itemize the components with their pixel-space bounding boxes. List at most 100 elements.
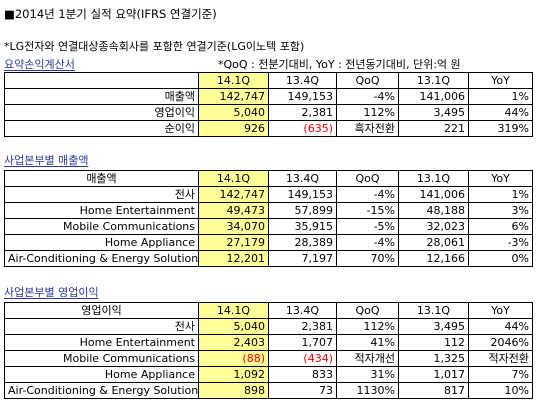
header-cell: 13.4Q <box>268 302 337 319</box>
table-cell: 2,381 <box>268 318 337 335</box>
table-cell: 7% <box>468 366 533 383</box>
table-cell: 흑자전환 <box>336 120 399 137</box>
operating-profit-section-title: 사업본부별 영업이익 <box>4 284 99 300</box>
table-header-row: 매출액 14.1Q 13.4Q QoQ 13.1Q YoY <box>4 170 533 187</box>
table-header-row: 14.1Q 13.4Q QoQ 13.1Q YoY <box>4 72 533 89</box>
table-row: 전사 142,747 149,153 -4% 141,006 1% <box>4 186 533 203</box>
summary-table: 14.1Q 13.4Q QoQ 13.1Q YoY 매출액 142,747 14… <box>4 72 533 137</box>
table-cell: 28,061 <box>398 234 469 251</box>
table-cell: 57,899 <box>268 202 337 219</box>
table-row: Air-Conditioning & Energy Solution 898 7… <box>4 382 533 399</box>
table-row: 영업이익 5,040 2,381 112% 3,495 44% <box>4 104 533 121</box>
table-cell: 1,092 <box>198 366 269 383</box>
operating-profit-section-title-text: 사업본부별 영업이익 <box>4 286 99 299</box>
sales-section-title: 사업본부별 매출액 <box>4 152 88 168</box>
row-label: Home Appliance <box>4 366 199 383</box>
table-cell: -4% <box>336 88 399 105</box>
row-label: 전사 <box>4 318 199 335</box>
table-row: Home Entertainment 49,473 57,899 -15% 48… <box>4 202 533 219</box>
table-cell: 35,915 <box>268 218 337 235</box>
table-cell: -5% <box>336 218 399 235</box>
table-cell: 1,325 <box>398 350 469 367</box>
table-cell: 1% <box>468 88 533 105</box>
table-row: 순이익 926 (635) 흑자전환 221 319% <box>4 120 533 137</box>
row-label: Home Entertainment <box>4 202 199 219</box>
table-cell: 142,747 <box>198 88 269 105</box>
header-cell: YoY <box>468 302 533 319</box>
header-cell: 13.4Q <box>268 170 337 187</box>
row-label: Air-Conditioning & Energy Solution <box>4 250 199 267</box>
table-cell: 10% <box>468 382 533 399</box>
table-cell: 112% <box>336 104 399 121</box>
table-cell: 44% <box>468 104 533 121</box>
header-cell: QoQ <box>336 72 399 89</box>
table-cell: 2046% <box>468 334 533 351</box>
table-row: 전사 5,040 2,381 112% 3,495 44% <box>4 318 533 335</box>
table-cell: 817 <box>398 382 469 399</box>
legend-note: *QoQ : 전분기대비, YoY : 전년동기대비, 단위:억 원 <box>218 58 461 71</box>
row-label: Home Appliance <box>4 234 199 251</box>
table-cell: 32,023 <box>398 218 469 235</box>
header-cell: 14.1Q <box>198 302 269 319</box>
header-cell: 13.1Q <box>398 302 469 319</box>
row-label: Air-Conditioning & Energy Solution <box>4 382 199 399</box>
table-cell: 833 <box>268 366 337 383</box>
table-cell: 2,403 <box>198 334 269 351</box>
table-cell-negative: (635) <box>268 120 337 137</box>
header-cell: YoY <box>468 72 533 89</box>
row-label: 순이익 <box>4 120 199 137</box>
table-cell: 1,707 <box>268 334 337 351</box>
table-row: Air-Conditioning & Energy Solution 12,20… <box>4 250 533 267</box>
header-cell: 13.1Q <box>398 72 469 89</box>
table-cell: 2,381 <box>268 104 337 121</box>
row-label: 영업이익 <box>4 104 199 121</box>
table-cell: 142,747 <box>198 186 269 203</box>
table-cell: 5,040 <box>198 318 269 335</box>
table-cell: 12,201 <box>198 250 269 267</box>
header-cell: 14.1Q <box>198 170 269 187</box>
row-label: Home Entertainment <box>4 334 199 351</box>
table-cell: 5,040 <box>198 104 269 121</box>
table-row: Home Appliance 27,179 28,389 -4% 28,061 … <box>4 234 533 251</box>
table-cell: 73 <box>268 382 337 399</box>
table-cell: 112% <box>336 318 399 335</box>
table-cell: -4% <box>336 234 399 251</box>
table-cell: 149,153 <box>268 88 337 105</box>
table-cell: 3% <box>468 202 533 219</box>
table-cell: 49,473 <box>198 202 269 219</box>
table-cell: 898 <box>198 382 269 399</box>
table-cell: 12,166 <box>398 250 469 267</box>
table-row: Mobile Communications 34,070 35,915 -5% … <box>4 218 533 235</box>
table-cell: 0% <box>468 250 533 267</box>
header-cell <box>4 72 199 89</box>
operating-profit-table: 영업이익 14.1Q 13.4Q QoQ 13.1Q YoY 전사 5,040 … <box>4 302 533 399</box>
table-cell: 44% <box>468 318 533 335</box>
row-label: Mobile Communications <box>4 350 199 367</box>
table-cell: 221 <box>398 120 469 137</box>
table-header-row: 영업이익 14.1Q 13.4Q QoQ 13.1Q YoY <box>4 302 533 319</box>
header-cell: 13.4Q <box>268 72 337 89</box>
table-cell: 1,017 <box>398 366 469 383</box>
table-cell: 149,153 <box>268 186 337 203</box>
header-cell: 영업이익 <box>4 302 199 319</box>
table-cell: 적자개선 <box>336 350 399 367</box>
table-cell: 28,389 <box>268 234 337 251</box>
header-cell: 14.1Q <box>198 72 269 89</box>
table-cell: 34,070 <box>198 218 269 235</box>
table-row: Home Entertainment 2,403 1,707 41% 112 2… <box>4 334 533 351</box>
table-cell: 319% <box>468 120 533 137</box>
consolidation-note: *LG전자와 연결대상종속회사를 포함한 연결기준(LG이노텍 포함) <box>4 40 305 53</box>
summary-section-title-text: 요약손익계산서 <box>4 58 75 71</box>
table-cell: 3,495 <box>398 318 469 335</box>
table-cell: 48,188 <box>398 202 469 219</box>
table-cell: 112 <box>398 334 469 351</box>
page-title: ■2014년 1분기 실적 요약(IFRS 연결기준) <box>4 7 217 21</box>
table-cell-negative: (88) <box>198 350 269 367</box>
table-cell: 926 <box>198 120 269 137</box>
row-label: Mobile Communications <box>4 218 199 235</box>
row-label: 전사 <box>4 186 199 203</box>
summary-section-title: 요약손익계산서 <box>4 56 75 72</box>
table-cell: -3% <box>468 234 533 251</box>
table-cell: 141,006 <box>398 88 469 105</box>
header-cell: QoQ <box>336 302 399 319</box>
